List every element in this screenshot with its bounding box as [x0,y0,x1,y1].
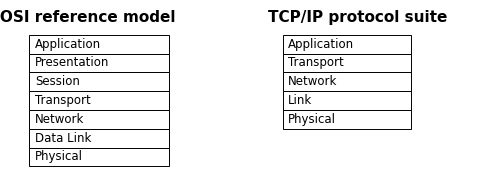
FancyBboxPatch shape [29,54,169,72]
Text: Data Link: Data Link [35,132,91,145]
Text: Link: Link [288,94,313,107]
FancyBboxPatch shape [283,91,411,110]
FancyBboxPatch shape [29,148,169,166]
Text: Application: Application [288,38,355,51]
Text: Physical: Physical [35,151,83,163]
Text: Network: Network [288,75,338,88]
FancyBboxPatch shape [283,110,411,129]
Text: Physical: Physical [288,113,336,126]
Text: ISO OSI reference model: ISO OSI reference model [0,10,175,25]
FancyBboxPatch shape [283,72,411,91]
FancyBboxPatch shape [29,129,169,148]
FancyBboxPatch shape [29,110,169,129]
FancyBboxPatch shape [29,91,169,110]
FancyBboxPatch shape [29,72,169,91]
Text: Session: Session [35,75,80,88]
FancyBboxPatch shape [283,35,411,54]
Text: TCP/IP protocol suite: TCP/IP protocol suite [268,10,447,25]
Text: Presentation: Presentation [35,57,109,69]
Text: Network: Network [35,113,84,126]
Text: Application: Application [35,38,101,51]
FancyBboxPatch shape [283,54,411,72]
FancyBboxPatch shape [29,35,169,54]
Text: Transport: Transport [35,94,90,107]
Text: Transport: Transport [288,57,344,69]
